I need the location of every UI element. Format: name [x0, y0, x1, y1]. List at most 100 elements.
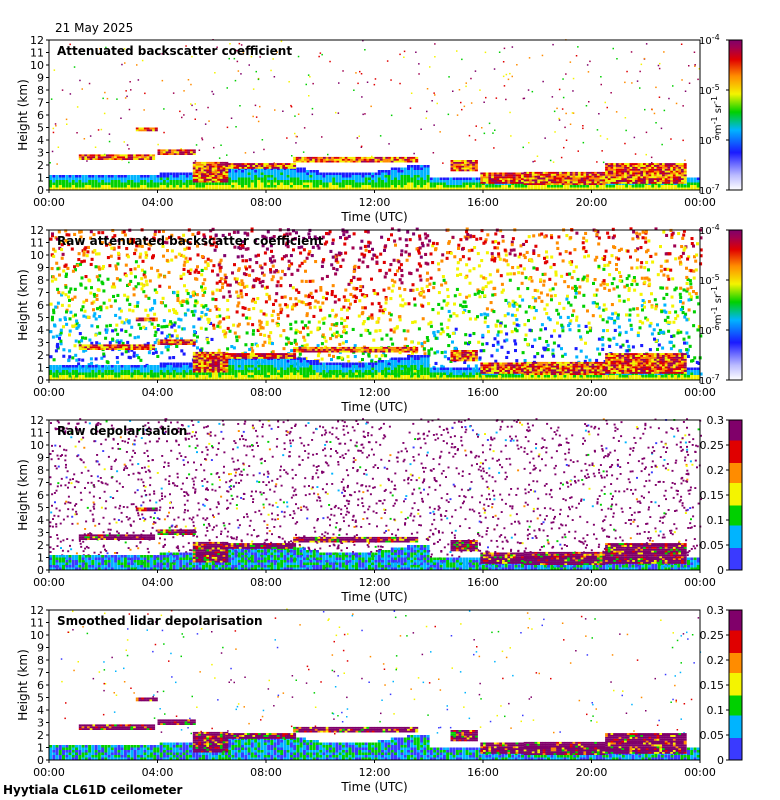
- heatmap-cell: [626, 70, 628, 73]
- heatmap-cell: [485, 174, 489, 177]
- heatmap-cell: [494, 323, 498, 327]
- heatmap-cell: [530, 185, 534, 188]
- heatmap-cell: [427, 349, 431, 353]
- heatmap-cell: [659, 170, 663, 173]
- heatmap-cell: [323, 336, 327, 340]
- heatmap-cell: [455, 160, 459, 162]
- heatmap-cell: [599, 181, 603, 184]
- heatmap-cell: [120, 328, 124, 332]
- heatmap-cell: [655, 86, 657, 89]
- heatmap-cell: [291, 286, 295, 290]
- heatmap-cell: [95, 154, 99, 157]
- heatmap-cell: [654, 305, 658, 309]
- heatmap-cell: [332, 354, 335, 358]
- heatmap-cell: [496, 181, 500, 184]
- heatmap-cell: [143, 158, 147, 160]
- heatmap-cell: [238, 42, 241, 45]
- heatmap-cell: [679, 296, 683, 300]
- heatmap-cell: [624, 174, 628, 177]
- heatmap-cell: [280, 170, 284, 173]
- heatmap-cell: [401, 158, 405, 161]
- heatmap-cell: [259, 320, 263, 324]
- heatmap-cell: [421, 317, 425, 321]
- heatmap-cell: [116, 154, 120, 157]
- heatmap-cell: [234, 177, 238, 180]
- heatmap-cell: [233, 165, 237, 167]
- heatmap-cell: [66, 123, 68, 125]
- heatmap-cell: [302, 182, 306, 185]
- heatmap-cell: [127, 175, 131, 178]
- heatmap-cell: [571, 112, 574, 114]
- heatmap-cell: [201, 293, 205, 297]
- heatmap-cell: [426, 175, 430, 178]
- y-tick-label: 0: [37, 184, 44, 197]
- heatmap-cell: [323, 316, 327, 320]
- heatmap-cell: [280, 182, 284, 185]
- heatmap-cell: [221, 233, 225, 237]
- heatmap-cell: [524, 185, 528, 188]
- heatmap-cell: [87, 158, 90, 160]
- heatmap-cell: [496, 172, 500, 175]
- heatmap-cell: [153, 232, 157, 236]
- heatmap-cell: [498, 257, 502, 261]
- heatmap-cell: [534, 160, 536, 162]
- heatmap-cell: [629, 178, 633, 180]
- heatmap-cell: [540, 179, 543, 182]
- heatmap-cell: [453, 165, 457, 168]
- heatmap-cell: [672, 174, 676, 177]
- heatmap-cell: [84, 158, 88, 160]
- heatmap-cell: [410, 175, 414, 178]
- heatmap-cell: [138, 373, 142, 377]
- heatmap-cell: [510, 330, 514, 334]
- heatmap-cell: [192, 293, 195, 297]
- heatmap-cell: [403, 50, 406, 53]
- heatmap-cell: [397, 170, 401, 173]
- heatmap-cell: [507, 304, 511, 308]
- heatmap-cell: [517, 271, 521, 275]
- heatmap-cell: [424, 261, 428, 265]
- heatmap-cell: [296, 185, 300, 188]
- heatmap-cell: [179, 187, 183, 190]
- heatmap-cell: [579, 337, 583, 341]
- heatmap-cell: [620, 279, 624, 283]
- heatmap-cell: [195, 167, 199, 170]
- heatmap-cell: [386, 60, 389, 62]
- heatmap-cell: [575, 318, 579, 322]
- heatmap-cell: [65, 180, 69, 183]
- heatmap-cell: [504, 298, 508, 302]
- heatmap-cell: [586, 330, 589, 334]
- heatmap-cell: [158, 284, 162, 288]
- heatmap-cell: [640, 344, 644, 348]
- heatmap-cell: [553, 185, 557, 188]
- plot-area: [48, 39, 701, 191]
- heatmap-cell: [227, 290, 231, 294]
- heatmap-cell: [504, 178, 508, 180]
- heatmap-cell: [100, 356, 104, 360]
- heatmap-cell: [211, 187, 215, 190]
- heatmap-cell: [78, 238, 82, 242]
- heatmap-cell: [521, 351, 525, 355]
- heatmap-cell: [136, 187, 140, 190]
- heatmap-cell: [683, 163, 687, 165]
- heatmap-cell: [542, 80, 544, 83]
- heatmap-cell: [237, 335, 241, 339]
- heatmap-cell: [347, 156, 351, 159]
- heatmap-cell: [585, 279, 589, 283]
- heatmap-cell: [658, 96, 661, 98]
- heatmap-cell: [420, 180, 424, 183]
- heatmap-cell: [561, 179, 565, 182]
- heatmap-cell: [368, 172, 371, 175]
- heatmap-cell: [602, 303, 606, 307]
- heatmap-cell: [97, 288, 101, 292]
- heatmap-cell: [577, 171, 581, 174]
- heatmap-cell: [357, 82, 359, 85]
- heatmap-cell: [339, 236, 342, 240]
- heatmap-cell: [650, 292, 653, 296]
- heatmap-cell: [560, 347, 563, 351]
- heatmap-cell: [645, 181, 649, 184]
- heatmap-cell: [71, 297, 74, 301]
- heatmap-cell: [353, 344, 357, 348]
- heatmap-cell: [140, 282, 144, 286]
- heatmap-cell: [654, 187, 658, 190]
- heatmap-cell: [223, 335, 227, 339]
